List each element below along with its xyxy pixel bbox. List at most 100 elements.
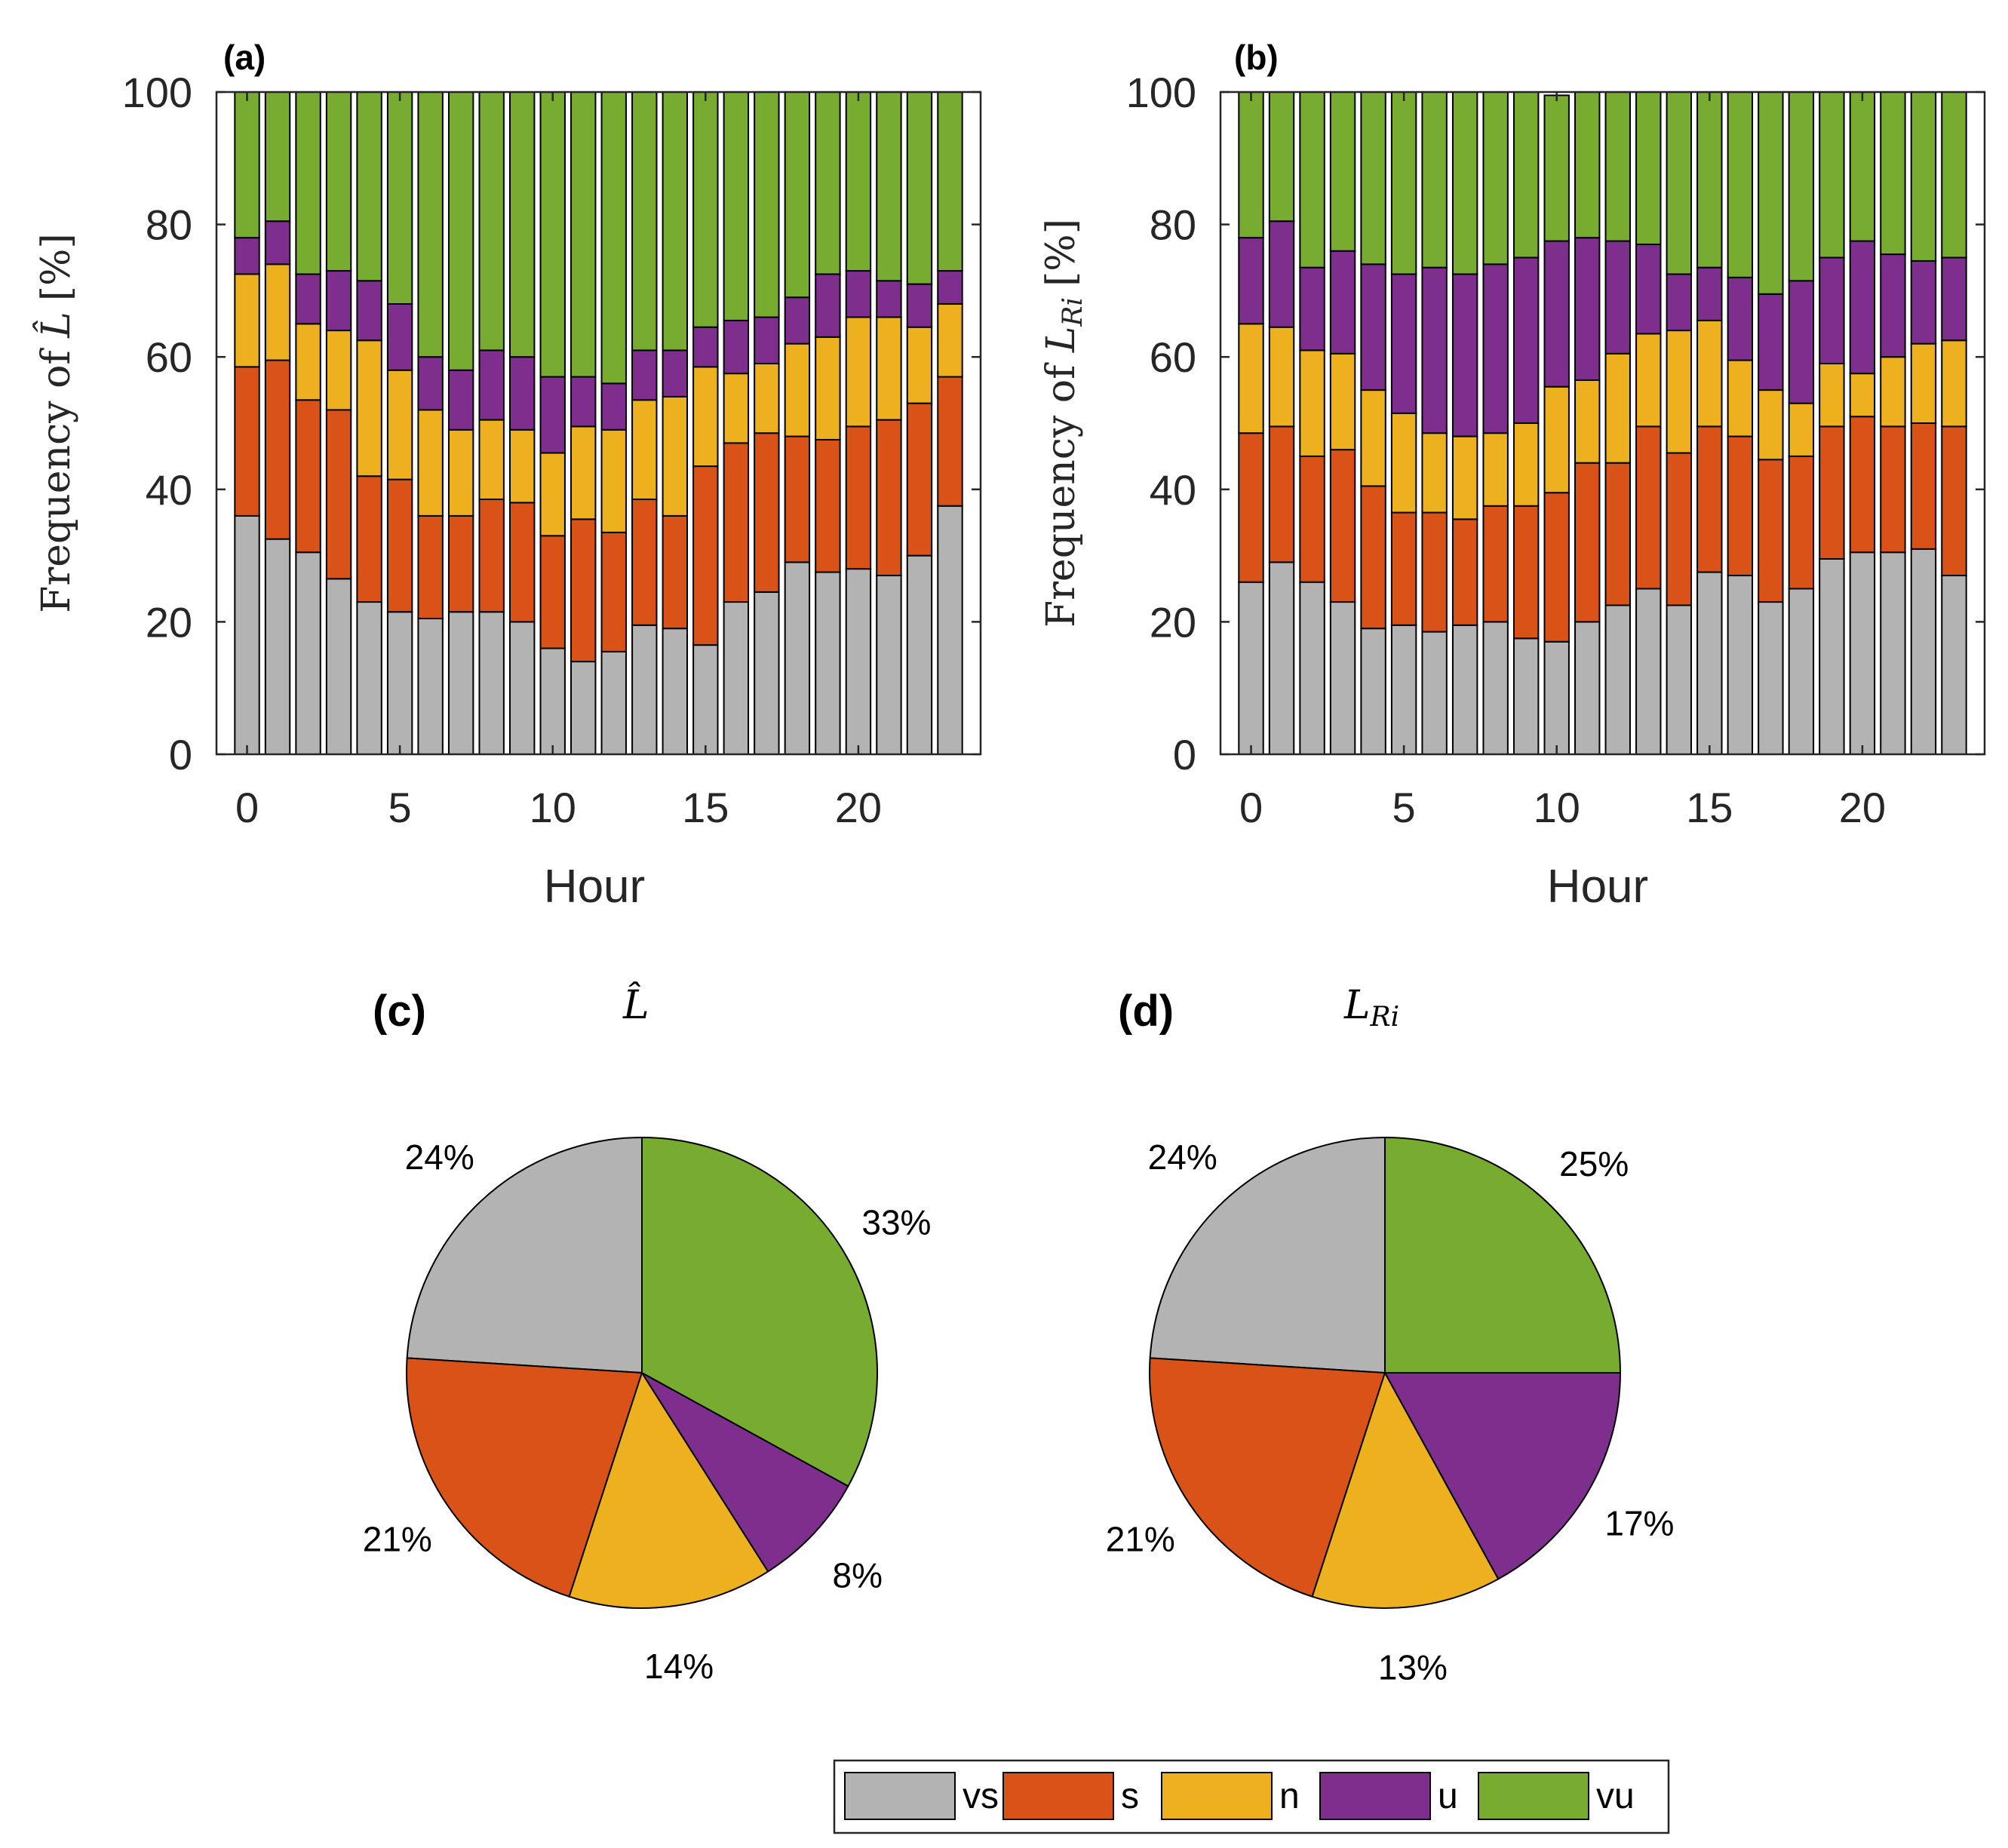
panel-b-bar-u-hour-17 <box>1758 293 1784 391</box>
panel-b-bar-s-hour-17 <box>1758 459 1784 603</box>
panel-a-bar-vs-hour-17 <box>754 591 780 756</box>
panel-c-slice-label-u: 8% <box>833 1555 883 1595</box>
panel-c-label: (c) <box>373 987 426 1036</box>
panel-c-pie-chart: (c) L̂ 24% 21% 14% 8% 33% <box>363 982 932 1686</box>
panel-a-bar-u-hour-9 <box>508 356 536 431</box>
panel-b-bar-u-hour-16 <box>1727 276 1754 361</box>
legend-swatch-u <box>1319 1772 1431 1820</box>
panel-a-bar-s-hour-2 <box>295 399 321 554</box>
panel-b-bar-n-hour-15 <box>1696 319 1723 428</box>
panel-a-bar-u-hour-15 <box>692 326 719 368</box>
panel-a-bar-s-hour-13 <box>631 498 658 626</box>
panel-b-ytick-label-60: 60 <box>1150 333 1196 381</box>
panel-a-xtick-label-10: 10 <box>530 784 576 831</box>
panel-b-bar-vs-hour-12 <box>1604 604 1631 756</box>
legend-label-u: u <box>1438 1776 1458 1816</box>
panel-a-label: (a) <box>223 38 266 77</box>
legend-label-vu: vu <box>1596 1776 1635 1816</box>
panel-a-bar-u-hour-4 <box>356 280 382 342</box>
panel-a-ylabel-unit: [%] <box>34 233 79 301</box>
panel-b-bar-vu-hour-6 <box>1421 91 1448 269</box>
panel-d-slice-u <box>1383 1372 1622 1580</box>
panel-a-bar-n-hour-4 <box>356 339 382 477</box>
panel-c-slice-vs <box>406 1136 643 1374</box>
panel-a-xtick-label-0: 0 <box>235 784 259 831</box>
panel-b-bar-s-hour-20 <box>1849 416 1876 554</box>
panel-d-title-subscript: Ri <box>1370 1002 1400 1033</box>
panel-c-slice-label-s: 21% <box>363 1519 432 1558</box>
panel-a-bar-n-hour-19 <box>815 336 841 441</box>
panel-d-slice-label-s: 21% <box>1106 1519 1175 1558</box>
panel-a-bar-s-hour-1 <box>264 359 291 540</box>
panel-b-ylabel-text: Frequency of <box>1039 352 1084 628</box>
panel-b-bar-s-hour-21 <box>1880 425 1906 554</box>
panel-a-bar-n-hour-1 <box>264 263 291 361</box>
panel-b-bar-u-hour-12 <box>1604 240 1631 355</box>
panel-a-bar-u-hour-0 <box>234 237 260 275</box>
panel-b-bar-u-hour-7 <box>1451 273 1478 437</box>
panel-b-bar-vu-hour-4 <box>1360 91 1386 266</box>
panel-a-bar-vu-hour-16 <box>723 91 750 321</box>
panel-a-bar-s-hour-0 <box>234 366 260 517</box>
panel-a-bar-vs-hour-6 <box>417 618 444 756</box>
panel-a-bar-n-hour-14 <box>662 395 689 517</box>
panel-b-label: (b) <box>1234 38 1279 77</box>
panel-a-bar-vu-hour-15 <box>692 91 719 328</box>
panel-a-bar-vu-hour-18 <box>784 91 811 299</box>
panel-a-bar-vs-hour-18 <box>784 561 811 755</box>
panel-b-bar-u-hour-5 <box>1390 273 1417 414</box>
panel-a-bar-vu-hour-11 <box>570 91 597 378</box>
panel-a-bar-vu-hour-1 <box>264 91 291 223</box>
panel-b-ylabel: Frequency of LRi [%] <box>1039 219 1088 628</box>
panel-a-bar-s-hour-19 <box>815 438 841 573</box>
panel-d-slice-label-vu: 25% <box>1559 1144 1629 1183</box>
panel-b-bar-n-hour-4 <box>1360 389 1386 487</box>
panel-a-ytick-label-60: 60 <box>146 333 192 381</box>
panel-a-bar-vu-hour-6 <box>417 91 444 358</box>
panel-b-bar-vu-hour-10 <box>1543 94 1570 242</box>
panel-a-bar-u-hour-22 <box>906 283 933 328</box>
panel-a-bar-vu-hour-22 <box>906 91 933 285</box>
panel-a-bar-u-hour-19 <box>815 273 841 338</box>
panel-b-bar-u-hour-6 <box>1421 266 1448 434</box>
panel-b-bar-n-hour-19 <box>1819 362 1845 428</box>
panel-b-bar-vu-hour-7 <box>1451 91 1478 275</box>
panel-b-bar-vu-hour-13 <box>1635 91 1662 245</box>
panel-b-bar-vs-hour-22 <box>1910 548 1937 755</box>
panel-a-bar-vs-hour-15 <box>692 644 719 755</box>
panel-b-bar-vu-hour-15 <box>1696 91 1723 269</box>
legend-swatch-n <box>1161 1772 1273 1820</box>
panel-b-bar-s-hour-1 <box>1268 425 1295 563</box>
panel-b-bar-vu-hour-2 <box>1299 91 1325 269</box>
panel-d-slice-vu <box>1384 1136 1622 1374</box>
panel-a-bar-vu-hour-12 <box>600 91 627 385</box>
panel-a-bar-n-hour-10 <box>539 452 566 537</box>
panel-b-bar-u-hour-23 <box>1941 256 1967 342</box>
panel-a-bar-n-hour-6 <box>417 409 444 517</box>
panel-b-bar-s-hour-3 <box>1329 449 1356 603</box>
panel-b-bar-n-hour-9 <box>1512 422 1540 507</box>
panel-a-bar-vu-hour-23 <box>937 91 963 272</box>
panel-a-bar-vs-hour-8 <box>478 611 505 755</box>
panel-d-slice-n <box>1311 1371 1500 1609</box>
panel-a-bar-vs-hour-3 <box>325 578 352 756</box>
panel-a-bar-s-hour-20 <box>845 425 872 570</box>
panel-b-bar-vs-hour-13 <box>1635 588 1662 755</box>
panel-a-bar-n-hour-12 <box>600 428 627 533</box>
panel-b-bar-s-hour-23 <box>1941 425 1967 576</box>
panel-a-bar-s-hour-8 <box>478 498 505 613</box>
panel-b-bar-vs-hour-19 <box>1819 557 1845 755</box>
panel-a-bar-vs-hour-12 <box>600 650 627 755</box>
panel-a-bar-chart: 0 5 10 15 20 0 20 40 60 80 100 (a) Hour Frequency … <box>33 38 982 913</box>
legend-swatch-vs <box>844 1772 956 1820</box>
panel-a-bar-s-hour-21 <box>876 419 902 576</box>
panel-a-bar-n-hour-21 <box>876 316 902 421</box>
panel-a-bar-u-hour-23 <box>937 270 963 305</box>
panel-b-bar-u-hour-3 <box>1329 250 1356 355</box>
panel-b-bar-vu-hour-17 <box>1758 91 1784 295</box>
panel-b-bar-u-hour-2 <box>1299 266 1325 351</box>
panel-b-bar-n-hour-16 <box>1727 359 1754 437</box>
panel-b-ytick-label-40: 40 <box>1150 466 1196 514</box>
panel-b-ylabel-unit: [%] <box>1039 219 1084 287</box>
panel-b-bar-u-hour-1 <box>1268 220 1295 328</box>
